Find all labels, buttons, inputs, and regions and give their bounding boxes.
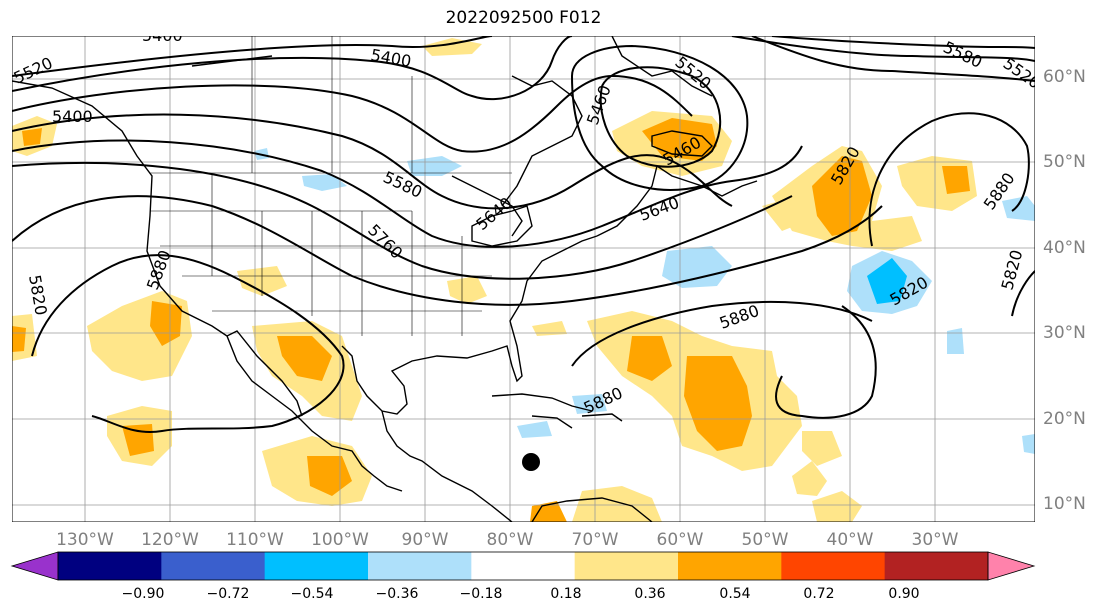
colorbar-tick: 0.90: [888, 586, 920, 602]
colorbar-tick: 0.18: [550, 586, 582, 602]
lon-label: 90°W: [401, 530, 449, 550]
colorbar-outline: [57, 551, 989, 581]
lon-label: 130°W: [56, 530, 114, 550]
colorbar-tick: −0.36: [375, 586, 419, 602]
colorbar-segment: [884, 552, 989, 580]
lon-label: 30°W: [911, 530, 959, 550]
weather-map: 5400 5400 5460 5520 5520 5580 5580 5640 …: [12, 36, 1035, 522]
colorbar-segment: [161, 552, 266, 580]
colorbar: [10, 551, 1036, 581]
colorbar-segment: [368, 552, 472, 580]
colorbar-segment: [58, 552, 162, 580]
anomaly-shading: [12, 38, 977, 522]
negative-anomaly-shading: [254, 148, 1035, 454]
lon-label: 80°W: [486, 530, 534, 550]
colorbar-segment: [471, 552, 576, 580]
colorbar-extend-high: [987, 551, 1036, 581]
colorbar-extend-low: [10, 551, 59, 581]
lat-label: 40°N: [1043, 238, 1086, 258]
lat-label: 60°N: [1043, 67, 1086, 87]
storm-position-marker: [522, 453, 540, 471]
colorbar-segment: [264, 552, 369, 580]
colorbar-tick: −0.90: [121, 586, 165, 602]
lat-lon-grid: [12, 36, 1035, 522]
lat-label: 30°N: [1043, 323, 1086, 343]
colorbar-tick: 0.54: [719, 586, 751, 602]
colorbar-tick: −0.18: [459, 586, 503, 602]
contour-label: 5400: [142, 36, 183, 45]
lon-label: 40°W: [826, 530, 874, 550]
lat-label: 20°N: [1043, 409, 1086, 429]
contour-label: 5400: [52, 107, 93, 126]
lon-label: 110°W: [226, 530, 284, 550]
lat-label: 10°N: [1043, 494, 1086, 514]
lon-label: 50°W: [741, 530, 789, 550]
colorbar-segment: [574, 552, 679, 580]
lon-label: 100°W: [311, 530, 369, 550]
colorbar-tick: 0.36: [634, 586, 666, 602]
height-contours: [12, 36, 1035, 433]
map-title: 2022092500 F012: [445, 8, 602, 28]
lon-label: 120°W: [141, 530, 199, 550]
colorbar-segment: [781, 552, 886, 580]
lon-label: 70°W: [571, 530, 619, 550]
colorbar-tick: 0.72: [803, 586, 835, 602]
colorbar-segment: [678, 552, 782, 580]
colorbar-tick: −0.72: [206, 586, 250, 602]
coastlines: [12, 36, 758, 522]
colorbar-tick: −0.54: [290, 586, 334, 602]
lat-label: 50°N: [1043, 152, 1086, 172]
lon-label: 60°W: [656, 530, 704, 550]
